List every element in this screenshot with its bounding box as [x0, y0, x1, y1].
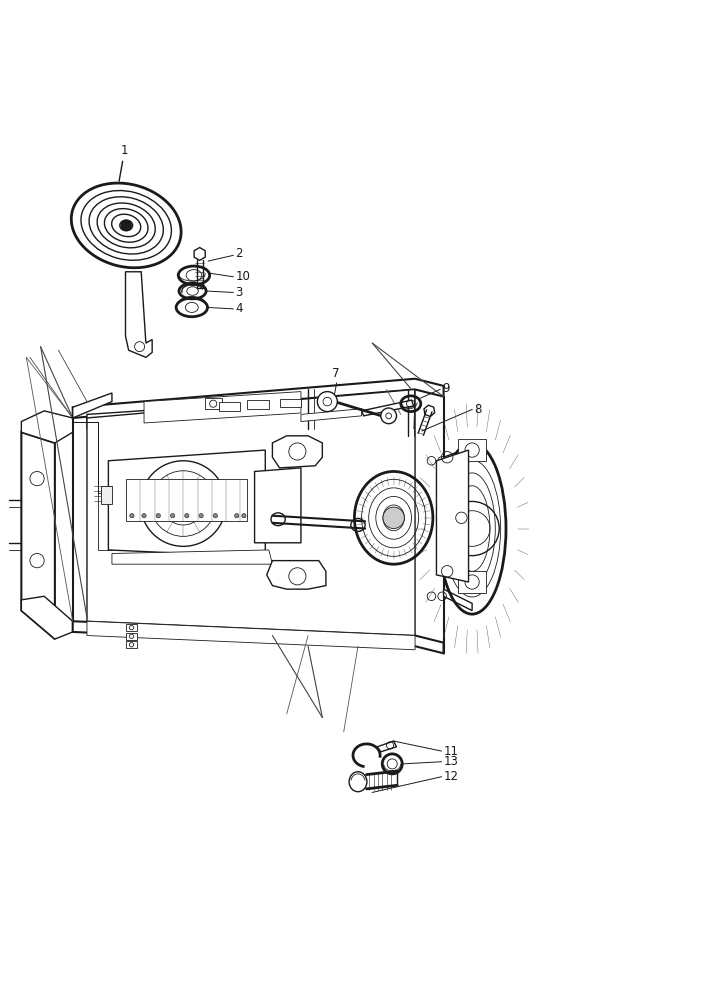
- Polygon shape: [437, 450, 468, 582]
- Polygon shape: [73, 621, 444, 653]
- Circle shape: [185, 514, 189, 518]
- Bar: [126, 624, 137, 631]
- Text: 10: 10: [236, 270, 250, 283]
- Circle shape: [235, 514, 239, 518]
- Polygon shape: [125, 272, 153, 357]
- Circle shape: [199, 514, 203, 518]
- Text: 13: 13: [444, 755, 458, 768]
- Circle shape: [142, 514, 146, 518]
- Polygon shape: [194, 248, 205, 260]
- Circle shape: [170, 514, 175, 518]
- Ellipse shape: [120, 220, 132, 231]
- Bar: [126, 641, 137, 648]
- Polygon shape: [108, 450, 266, 557]
- Bar: [205, 398, 223, 409]
- Polygon shape: [87, 389, 415, 636]
- Polygon shape: [87, 621, 415, 650]
- Bar: [248, 400, 268, 409]
- Circle shape: [156, 514, 160, 518]
- Polygon shape: [21, 596, 73, 639]
- Polygon shape: [444, 447, 472, 468]
- Polygon shape: [21, 411, 73, 443]
- Ellipse shape: [349, 772, 367, 792]
- Polygon shape: [112, 550, 272, 564]
- Bar: [126, 633, 137, 640]
- Polygon shape: [144, 392, 301, 423]
- Polygon shape: [424, 405, 435, 416]
- Text: 2: 2: [236, 247, 243, 260]
- Polygon shape: [458, 439, 486, 461]
- Text: 1: 1: [120, 144, 128, 157]
- Polygon shape: [362, 400, 414, 416]
- Polygon shape: [266, 561, 326, 589]
- Polygon shape: [255, 468, 301, 543]
- Polygon shape: [101, 486, 112, 504]
- Circle shape: [173, 493, 194, 514]
- Polygon shape: [458, 571, 486, 593]
- Bar: [126, 479, 248, 521]
- Polygon shape: [272, 436, 322, 468]
- Circle shape: [213, 514, 218, 518]
- Circle shape: [317, 392, 337, 412]
- Circle shape: [130, 514, 134, 518]
- Polygon shape: [377, 741, 397, 752]
- Text: 8: 8: [474, 403, 482, 416]
- Polygon shape: [73, 422, 112, 550]
- Text: 4: 4: [236, 302, 243, 315]
- Polygon shape: [21, 432, 55, 639]
- Polygon shape: [444, 589, 472, 611]
- Text: 12: 12: [444, 770, 458, 783]
- Text: 7: 7: [332, 367, 339, 380]
- Polygon shape: [73, 393, 112, 418]
- Polygon shape: [73, 379, 444, 418]
- Circle shape: [383, 507, 405, 529]
- Bar: [219, 402, 241, 411]
- Text: 9: 9: [442, 382, 450, 395]
- Ellipse shape: [72, 183, 181, 268]
- Bar: [279, 399, 301, 407]
- Circle shape: [381, 408, 397, 424]
- Polygon shape: [301, 409, 362, 422]
- Circle shape: [121, 220, 131, 230]
- Polygon shape: [87, 400, 301, 429]
- Circle shape: [242, 514, 246, 518]
- Text: 3: 3: [236, 286, 243, 299]
- Text: 11: 11: [444, 745, 458, 758]
